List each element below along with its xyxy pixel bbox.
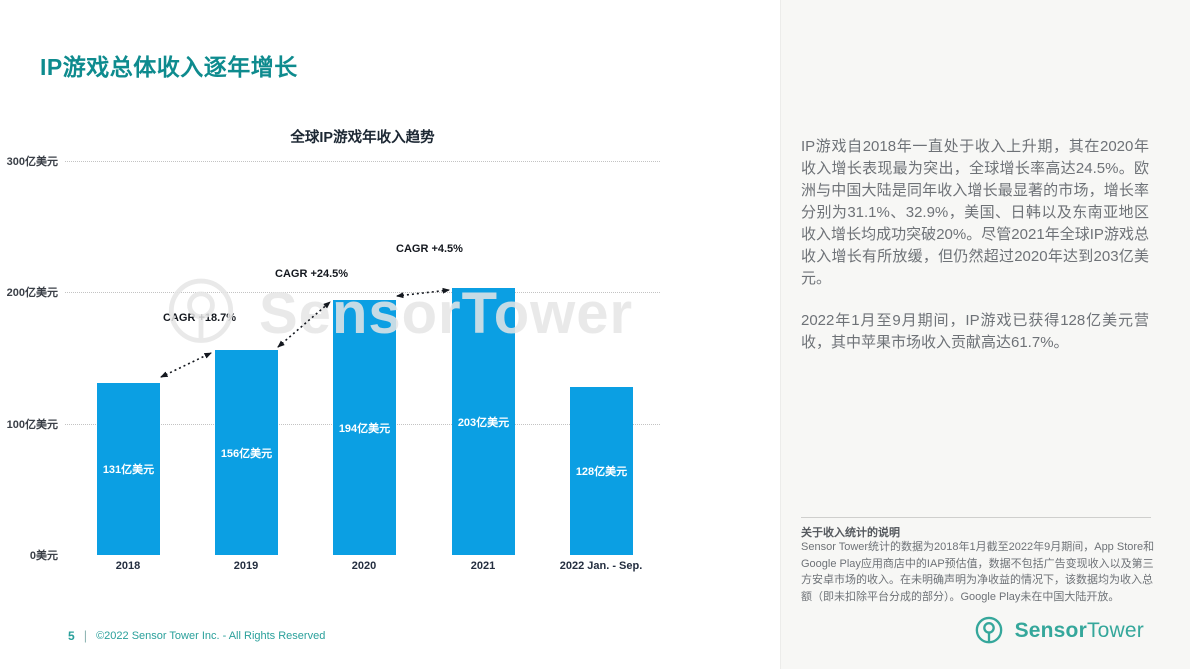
page-title: IP游戏总体收入逐年增长 <box>40 54 298 80</box>
footnote-body: Sensor Tower统计的数据为2018年1月截至2022年9月期间，App… <box>801 541 1155 603</box>
bar-value-label: 194亿美元 <box>338 422 391 435</box>
gridline-200 <box>65 292 660 293</box>
bar-2018: 131亿美元 <box>97 383 160 555</box>
commentary-paragraph: IP游戏自2018年一直处于收入上升期，其在2020年收入增长表现最为突出，全球… <box>801 138 1149 287</box>
y-axis-tick: 300亿美元 <box>6 156 58 168</box>
bar-2021: 203亿美元 <box>452 288 515 555</box>
commentary-panel: IP游戏自2018年一直处于收入上升期，其在2020年收入增长表现最为突出，全球… <box>780 0 1190 669</box>
bar-2019: 156亿美元 <box>215 350 278 555</box>
bar-value-label: 156亿美元 <box>220 447 273 460</box>
bar-value-label: 131亿美元 <box>102 464 155 476</box>
y-axis-tick: 100亿美元 <box>6 419 58 431</box>
x-axis-label-2019: 2019 <box>233 560 259 572</box>
bar-value-label: 128亿美元 <box>575 466 628 478</box>
bar-value-label: 203亿美元 <box>457 416 510 429</box>
x-axis-label-2021: 2021 <box>470 560 496 572</box>
y-axis-tick: 0美元 <box>29 550 58 562</box>
logo-tower: Tower <box>1086 619 1144 642</box>
page-footer: 5 | ©2022 Sensor Tower Inc. - All Rights… <box>68 628 325 643</box>
bar-2020: 194亿美元 <box>333 300 396 555</box>
sensor-tower-logo-icon <box>975 616 1002 644</box>
bar-2022: 128亿美元 <box>570 387 633 555</box>
x-axis-label-2022: 2022 Jan. - Sep. <box>559 560 643 572</box>
copyright-text: ©2022 Sensor Tower Inc. - All Rights Res… <box>96 629 326 642</box>
sensor-tower-logo: SensorTower <box>971 613 1144 649</box>
gridline-300 <box>65 161 660 162</box>
page-number: 5 <box>68 628 75 643</box>
y-axis-tick: 200亿美元 <box>6 287 58 299</box>
footer-separator: | <box>83 628 88 643</box>
cagr-label-2020-2021: CAGR +4.5% <box>396 243 463 255</box>
chart-title: 全球IP游戏年收入趋势 <box>290 130 435 146</box>
logo-sensor: Sensor <box>1014 619 1087 642</box>
footnote-heading: 关于收入统计的说明 <box>801 527 900 539</box>
commentary-paragraph: 2022年1月至9月期间，IP游戏已获得128亿美元营收，其中苹果市场收入贡献高… <box>801 312 1149 351</box>
logo-wordmark: SensorTower <box>1015 619 1144 643</box>
footnote-divider <box>801 517 1151 518</box>
cagr-label-2019-2020: CAGR +24.5% <box>275 268 349 280</box>
x-axis-label-2020: 2020 <box>351 560 377 572</box>
cagr-arrows <box>160 287 450 378</box>
x-axis-label-2018: 2018 <box>115 560 141 572</box>
